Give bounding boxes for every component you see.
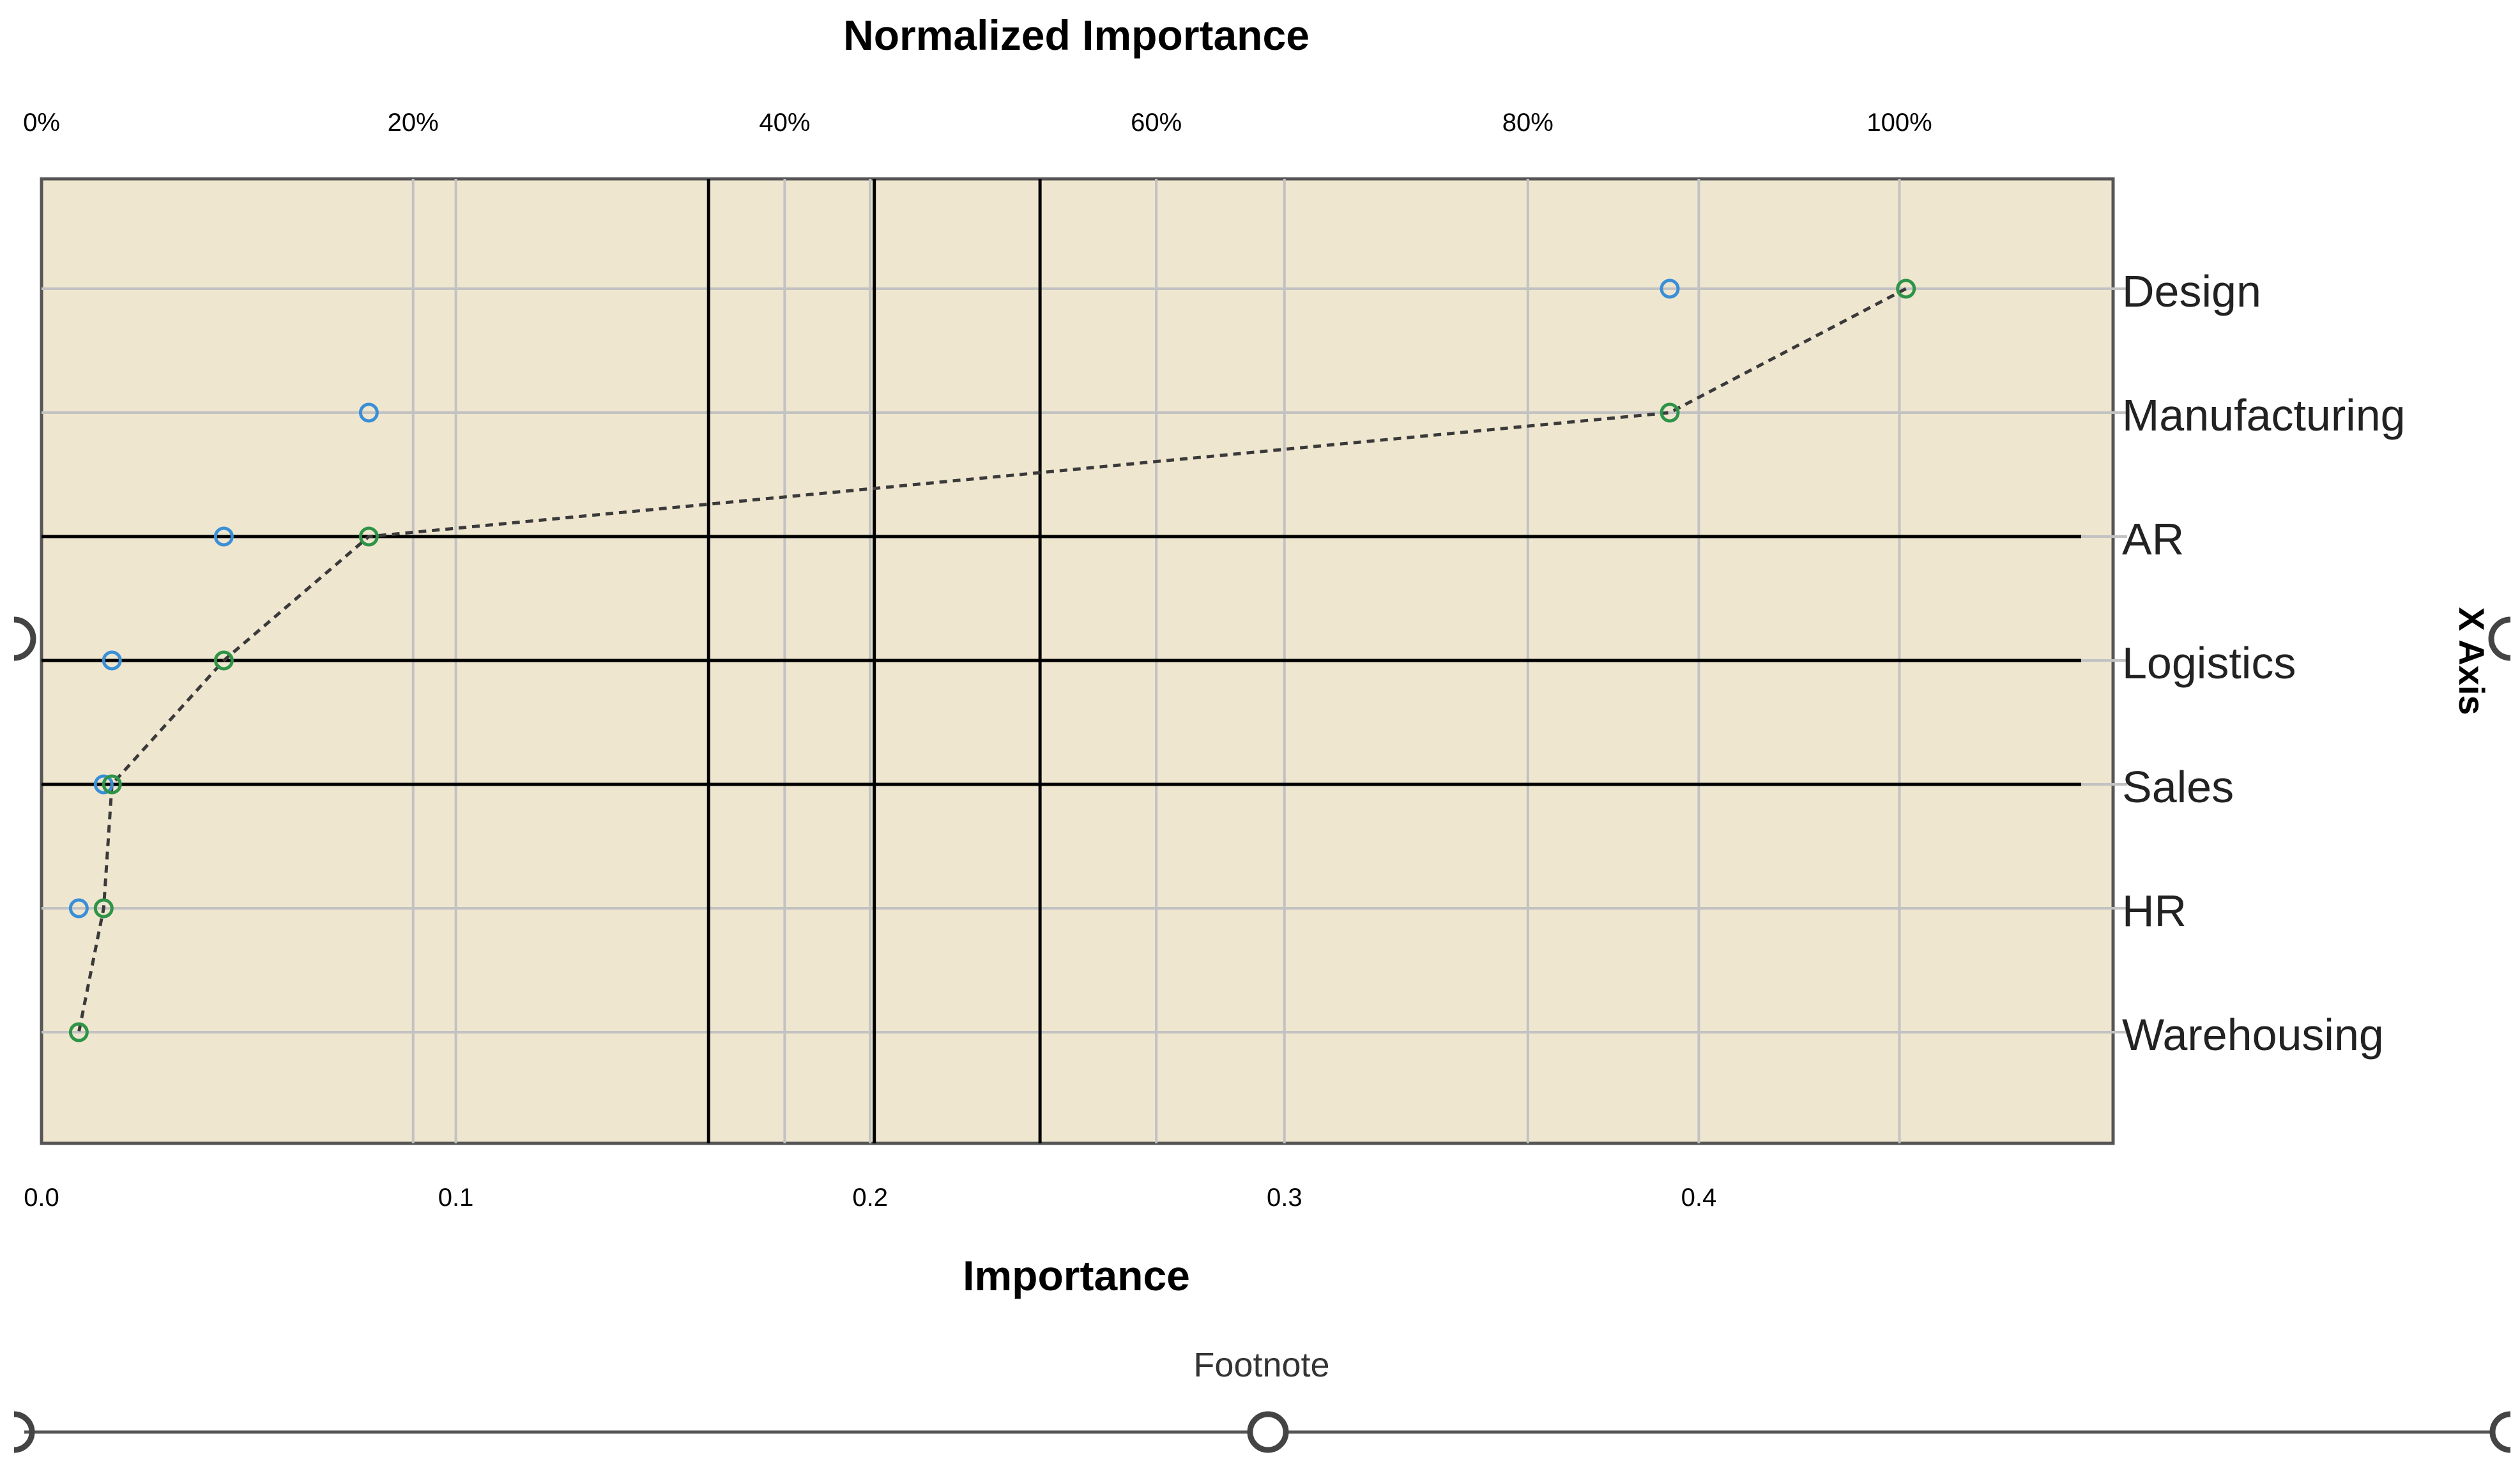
data-point bbox=[102, 650, 122, 671]
top-tick-label: 60% bbox=[1131, 109, 1182, 137]
data-point bbox=[1896, 278, 1916, 299]
data-point bbox=[93, 898, 114, 919]
data-point bbox=[68, 1022, 89, 1042]
bottom-tick-label: 0.3 bbox=[1267, 1184, 1302, 1212]
data-point bbox=[213, 650, 234, 671]
footnote: Footnote bbox=[1193, 1346, 1329, 1384]
category-label: Logistics bbox=[2122, 638, 2296, 688]
tick-labels: 0.0 0.1 0.2 0.3 0.4 0% 20% 40% 60% 80% 100% bbox=[23, 109, 1932, 1212]
data-point bbox=[1660, 402, 1680, 423]
data-point bbox=[1660, 278, 1680, 299]
right-axis-title: X Axis bbox=[2452, 607, 2492, 715]
resize-handle-bottom-center[interactable] bbox=[1247, 1411, 1289, 1453]
bottom-axis-title: Importance bbox=[963, 1252, 1190, 1299]
resize-handle-bottom-right[interactable] bbox=[2489, 1411, 2511, 1453]
top-axis-title: Normalized Importance bbox=[843, 11, 1310, 59]
category-label: HR bbox=[2122, 886, 2187, 936]
reference-lines bbox=[42, 179, 2081, 1143]
bottom-tick-label: 0.2 bbox=[852, 1184, 888, 1212]
category-label: Warehousing bbox=[2122, 1010, 2384, 1060]
category-labels: Design Manufacturing AR Logistics Sales HR War… bbox=[2122, 266, 2406, 1060]
category-label: AR bbox=[2122, 514, 2184, 564]
category-label: Manufacturing bbox=[2122, 390, 2406, 440]
top-tick-label: 80% bbox=[1502, 109, 1554, 137]
data-point bbox=[358, 526, 379, 547]
category-label: Design bbox=[2122, 266, 2261, 316]
data-point bbox=[93, 774, 114, 795]
bottom-tick-label: 0.0 bbox=[24, 1184, 59, 1212]
resize-handle-bottom-left[interactable] bbox=[13, 1411, 35, 1453]
data-point bbox=[358, 402, 379, 423]
data-points bbox=[68, 278, 1916, 1042]
category-label: Sales bbox=[2122, 762, 2234, 812]
data-point bbox=[68, 898, 89, 919]
top-tick-label: 0% bbox=[23, 109, 60, 137]
series bbox=[77, 287, 1907, 1033]
resize-handles bbox=[13, 616, 2511, 1453]
bottom-tick-label: 0.4 bbox=[1681, 1184, 1717, 1212]
resize-handle-right[interactable] bbox=[2488, 616, 2511, 661]
series-line bbox=[77, 287, 1907, 1033]
data-point bbox=[102, 774, 122, 795]
top-tick-label: 100% bbox=[1867, 109, 1932, 137]
top-tick-label: 20% bbox=[388, 109, 439, 137]
top-tick-label: 40% bbox=[759, 109, 810, 137]
bottom-tick-label: 0.1 bbox=[438, 1184, 474, 1212]
resize-handle-left[interactable] bbox=[13, 616, 36, 661]
data-point bbox=[213, 526, 234, 547]
